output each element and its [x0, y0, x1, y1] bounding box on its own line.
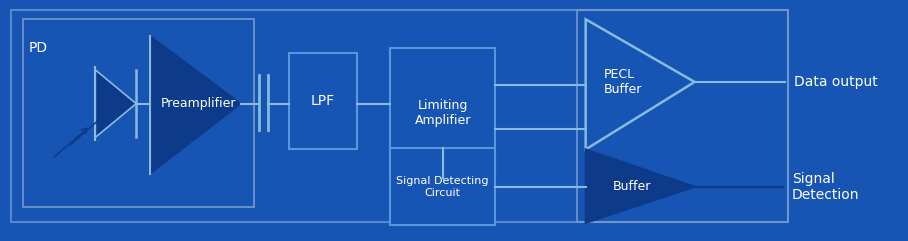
Polygon shape	[95, 70, 136, 137]
Bar	[577, 10, 788, 222]
Bar	[390, 48, 495, 178]
Text: Buffer: Buffer	[613, 180, 651, 193]
Polygon shape	[586, 149, 695, 223]
Text: Data output: Data output	[794, 75, 878, 89]
Polygon shape	[586, 19, 695, 149]
Bar	[289, 53, 357, 149]
Bar	[11, 10, 788, 222]
Bar	[23, 19, 254, 207]
Polygon shape	[150, 36, 241, 174]
Text: PECL
Buffer: PECL Buffer	[604, 68, 642, 96]
Bar	[390, 148, 495, 225]
Text: PD: PD	[29, 41, 48, 55]
Text: Signal
Detection: Signal Detection	[792, 172, 859, 202]
Text: Limiting
Amplifier: Limiting Amplifier	[414, 99, 471, 127]
Text: Signal Detecting
Circuit: Signal Detecting Circuit	[397, 176, 489, 198]
Text: Preamplifier: Preamplifier	[161, 97, 236, 110]
Text: LPF: LPF	[311, 94, 335, 108]
